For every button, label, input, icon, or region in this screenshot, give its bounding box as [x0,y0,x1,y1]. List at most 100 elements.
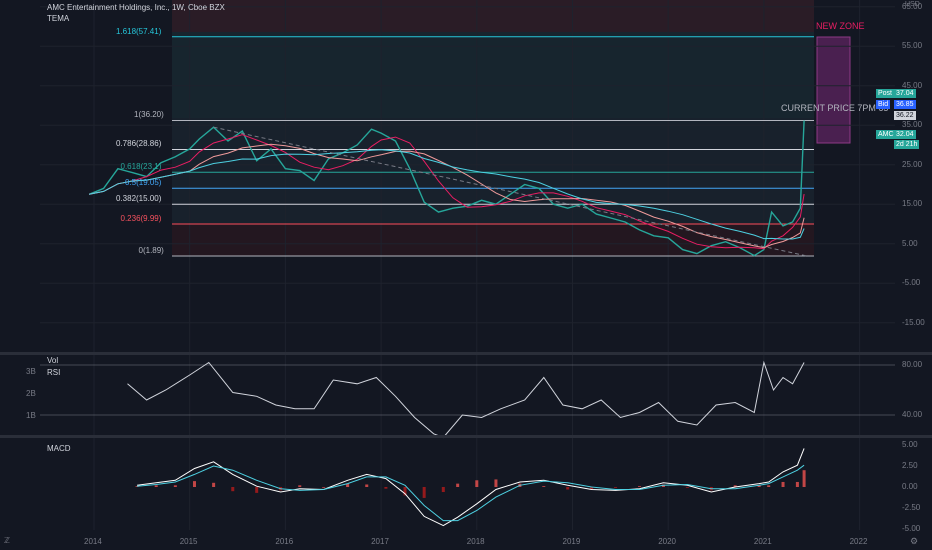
bid-tag-value: 36.85 [894,100,916,109]
macd-histogram-bar [590,487,594,490]
bid-tag-label: Bid [876,100,891,109]
macd-histogram-bar [154,485,158,487]
y-tick-label: 15.00 [902,199,923,209]
y-tick-label: 55.00 [902,41,923,51]
macd-tick-label: -5.00 [902,524,921,533]
macd-histogram-bar [767,485,771,487]
macd-histogram-bar [802,470,806,487]
upper-zone-shade [172,0,814,32]
symbol-header: AMC Entertainment Holdings, Inc., 1W, Cb… [47,3,225,12]
vol-pane-label: Vol [47,356,59,365]
zoom-icon[interactable]: ℤ [4,536,10,545]
x-tick-label: 2019 [562,537,581,546]
macd-histogram-bar [781,481,785,487]
last-price-tag: 32.04 [894,130,916,139]
symbol-tag-label: AMC [876,130,896,139]
macd-histogram-bar [135,486,139,487]
mark-layer [88,120,808,527]
macd-tick-label: 2.50 [902,461,918,470]
macd-histogram-bar [733,485,737,487]
macd-tick-label: 5.00 [902,440,918,449]
macd-histogram-bar [384,487,388,489]
macd-histogram-bar [322,487,326,488]
y-tick-label: 45.00 [902,80,923,90]
countdown-tag: 2d 21h [894,140,920,149]
x-tick-label: 2017 [371,537,389,546]
macd-histogram-bar [422,487,426,498]
fib-level-label: 0.5(19.05) [125,178,162,188]
macd-histogram-bar [494,479,498,487]
current-price-annotation: CURRENT PRICE 7PM 65 [781,103,889,113]
x-tick-label: 2014 [84,537,102,546]
macd-histogram-bar [757,485,761,487]
new-zone-box [816,36,851,144]
rsi-line [127,360,805,439]
y-tick-label: 65.00 [902,1,923,11]
price-line [88,120,805,257]
ma-long-line [89,143,805,249]
x-tick-label: 2021 [753,537,772,546]
rsi-tick-label: 80.00 [902,360,923,369]
signal-line [137,464,805,522]
settings-gear-icon[interactable]: ⚙ [910,536,919,546]
y-tick-label: 35.00 [902,120,923,130]
macd-histogram-bar [614,487,618,488]
y-tick-label: 25.00 [902,159,923,169]
pane-separator-2[interactable] [0,435,932,438]
macd-tick-label: -2.50 [902,503,921,512]
macd-histogram-bar [685,487,689,488]
y-tick-label: -5.00 [902,278,921,288]
macd-histogram-bar [795,481,799,487]
macd-histogram-bar [456,483,460,487]
rsi-tick-label: 40.00 [902,410,923,419]
macd-pane-label: MACD [47,444,71,453]
fib-level-label: 0.382(15.00) [116,194,162,204]
macd-histogram-bar [173,485,177,487]
x-tick-label: 2016 [275,537,294,546]
macd-histogram-bar [192,481,196,487]
fib-level-label: 1.618(57.41) [116,26,162,36]
ask-tag-value: 36.22 [894,111,916,120]
ma-longest-line [89,149,805,240]
vol-tick-2b: 2B [26,389,36,398]
macd-histogram-bar [441,487,445,493]
fib-lower-shade [172,223,814,256]
macd-histogram-bar [298,485,302,487]
macd-histogram-bar [475,480,479,487]
x-tick-label: 2015 [179,537,198,546]
fib-middle-shade [172,118,814,223]
macd-histogram-bar [637,486,641,487]
fib-level-label: 0.786(28.86) [116,139,162,149]
macd-histogram-bar [231,487,235,492]
rsi-pane-label: RSI [47,368,61,377]
ma-short-line [89,134,805,250]
macd-histogram-bar [542,486,546,487]
fib-level-label: 1(36.20) [134,110,164,120]
macd-histogram-bar [346,483,350,487]
x-tick-label: 2020 [658,537,676,546]
macd-line [137,448,805,527]
y-tick-label: -15.00 [902,317,925,327]
y-tick-label: 5.00 [902,238,918,248]
macd-tick-label: 0.00 [902,482,918,491]
currency-label: USD [905,1,920,8]
fib-upper-shade [172,32,814,118]
fib-level-label: 0(1.89) [138,246,164,255]
fib-layer [172,36,814,257]
macd-histogram-bar [566,487,570,490]
fib-level-label: 0.618(23.1) [120,162,162,172]
post-tag-label: Post [876,89,895,98]
vol-tick-3b: 3B [26,367,36,376]
post-tag-value: 37.04 [894,89,916,98]
macd-histogram-bar [365,484,369,487]
x-tick-label: 2018 [466,537,485,546]
pane-separator-1[interactable] [0,352,932,355]
macd-histogram-bar [212,482,216,487]
x-tick-label: 2022 [849,537,868,546]
trendline [213,126,808,257]
indicator-label: TEMA [47,14,70,23]
new-zone-label: NEW ZONE [816,21,865,31]
fib-level-label: 0.236(9.99) [120,214,162,223]
macd-histogram-bar [255,487,259,493]
